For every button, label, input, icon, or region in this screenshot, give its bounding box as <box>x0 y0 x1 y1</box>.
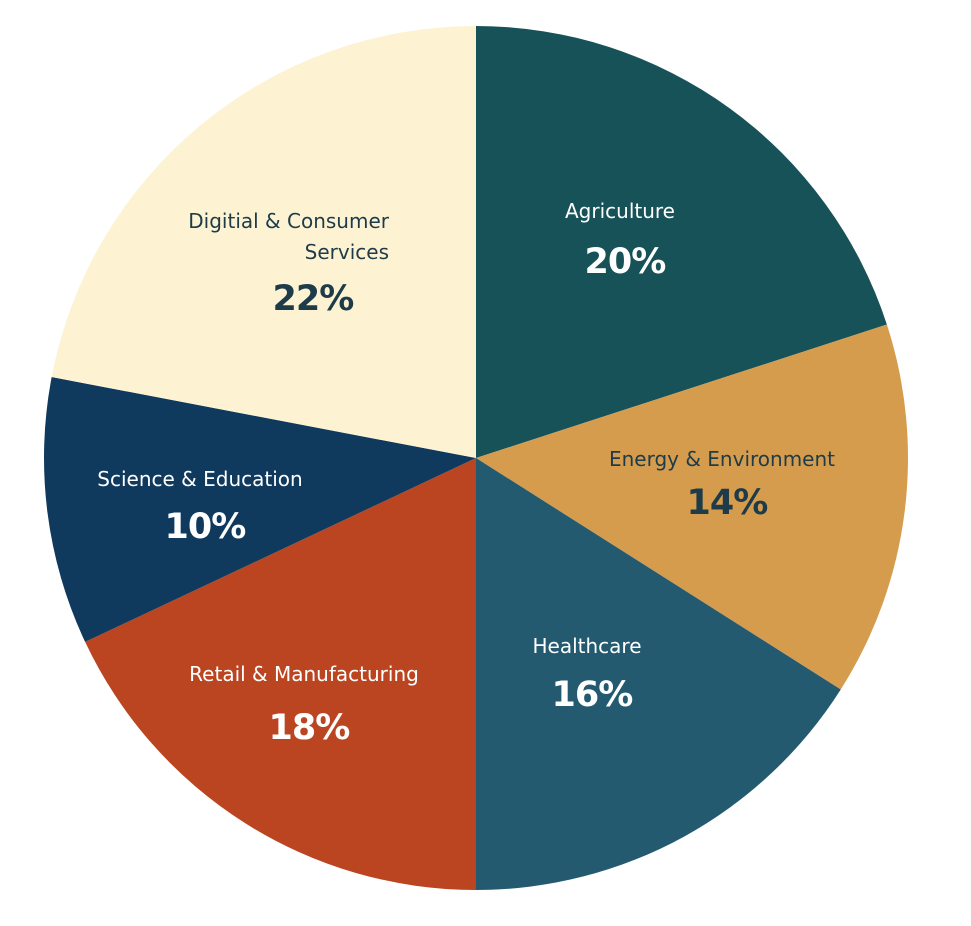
pie-slice <box>51 26 476 458</box>
slice-label: Healthcare <box>532 633 642 658</box>
pie-slice <box>476 458 841 890</box>
slice-value: 20% <box>584 242 667 282</box>
slice-value: 10% <box>164 507 247 547</box>
slice-value: 18% <box>268 708 351 748</box>
pie-slice <box>44 377 477 642</box>
slice-label: Retail & Manufacturing <box>189 661 419 686</box>
slice-label: Energy & Environment <box>608 446 836 471</box>
slice-label: Agriculture <box>565 198 675 223</box>
slice-value: 16% <box>551 675 634 715</box>
slice-value: 22% <box>272 279 355 319</box>
slice-value: 14% <box>686 483 769 523</box>
slice-label: Science & Education <box>97 466 303 491</box>
pie-slice <box>476 26 887 458</box>
slice-label: Digitial & Consumer Services <box>188 209 389 264</box>
pie-slice <box>85 458 476 890</box>
pie-slice <box>476 324 909 690</box>
